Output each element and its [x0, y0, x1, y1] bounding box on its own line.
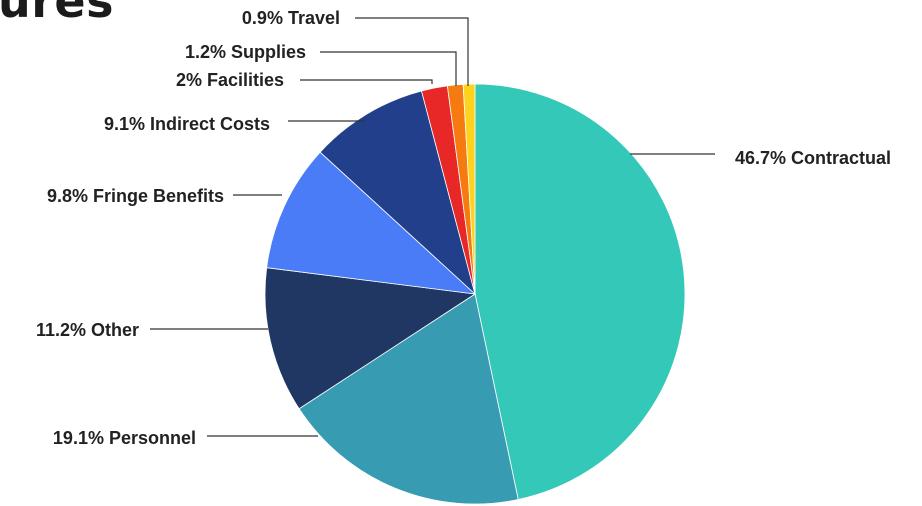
leader-line-facilities	[300, 79, 433, 84]
pie-slice-other	[264, 267, 477, 410]
leader-line-supplies	[320, 51, 457, 86]
pie-slice-indirect-costs	[319, 90, 476, 296]
slice-label-contractual: 46.7% Contractual	[735, 148, 891, 168]
slice-label-supplies: 1.2% Supplies	[185, 42, 306, 62]
slice-labels: 46.7% Contractual 19.1% Personnel 11.2% Ot…	[36, 8, 891, 448]
leader-lines	[150, 17, 715, 437]
pie-slice-fringe-benefits	[266, 151, 477, 295]
page-title: ures	[0, 0, 115, 28]
slice-label-other: 11.2% Other	[36, 320, 139, 340]
pie-slice-travel	[462, 83, 476, 295]
pie-slices	[264, 83, 686, 505]
leader-line-travel	[355, 17, 469, 86]
slice-label-indirect-costs: 9.1% Indirect Costs	[104, 114, 270, 134]
slice-label-personnel: 19.1% Personnel	[53, 428, 196, 448]
pie-slice-contractual	[474, 83, 686, 500]
pie-slice-personnel	[298, 293, 519, 505]
slice-label-facilities: 2% Facilities	[176, 70, 284, 90]
slice-label-fringe-benefits: 9.8% Fringe Benefits	[47, 186, 224, 206]
slice-label-travel: 0.9% Travel	[242, 8, 340, 28]
